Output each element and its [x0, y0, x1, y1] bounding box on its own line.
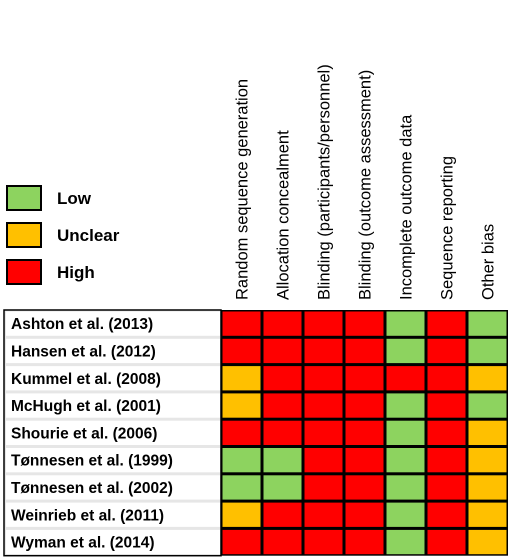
cell-high	[304, 338, 343, 364]
column-label: Blinding (participants/personnel)	[316, 64, 334, 300]
row-label-box	[6, 502, 220, 527]
row-label: Hansen et al. (2012)	[11, 343, 156, 360]
cell-unclear	[468, 448, 507, 473]
cell-high	[345, 420, 384, 445]
column-label: Sequence reporting	[439, 156, 457, 300]
cell-high	[345, 502, 384, 527]
cell-low	[386, 529, 425, 555]
cell-high	[263, 366, 302, 391]
cell-high	[304, 502, 343, 527]
legend-swatch-unclear	[6, 222, 42, 248]
cell-high	[263, 393, 302, 418]
cell-low	[386, 393, 425, 418]
cell-grid	[221, 310, 508, 556]
cell-high	[427, 366, 466, 391]
cell-high	[427, 338, 466, 364]
cell-unclear	[222, 393, 261, 418]
cell-low	[263, 475, 302, 500]
cell-high	[345, 529, 384, 555]
cell-high	[263, 529, 302, 555]
cell-high	[345, 448, 384, 473]
row-label-box	[6, 393, 220, 418]
legend-label-low: Low	[57, 189, 92, 208]
cell-high	[304, 448, 343, 473]
row-label: Wyman et al. (2014)	[11, 535, 155, 552]
cell-high	[304, 420, 343, 445]
row-label: Tønnesen et al. (1999)	[11, 453, 173, 470]
row-label: Weinrieb et al. (2011)	[11, 507, 164, 524]
cell-unclear	[222, 366, 261, 391]
cell-high	[427, 420, 466, 445]
cell-low	[386, 311, 425, 336]
cell-high	[222, 420, 261, 445]
cell-low	[263, 448, 302, 473]
column-label: Blinding (outcome assessment)	[357, 70, 375, 300]
cell-high	[304, 393, 343, 418]
row-label-box	[6, 475, 220, 500]
row-label: Kummel et al. (2008)	[11, 371, 161, 388]
cell-high	[427, 502, 466, 527]
row-label: Shourie et al. (2006)	[11, 425, 157, 442]
cell-high	[304, 366, 343, 391]
cell-high	[263, 420, 302, 445]
cell-unclear	[468, 366, 507, 391]
cell-high	[427, 448, 466, 473]
cell-low	[386, 475, 425, 500]
cell-high	[386, 366, 425, 391]
cell-low	[386, 338, 425, 364]
row-label: Tønnesen et al. (2002)	[11, 480, 173, 497]
cell-high	[345, 475, 384, 500]
cell-low	[468, 393, 507, 418]
row-label-box	[6, 529, 220, 555]
row-label: Ashton et al. (2013)	[11, 316, 153, 333]
cell-high	[222, 311, 261, 336]
cell-high	[345, 366, 384, 391]
cell-low	[468, 311, 507, 336]
row-label: McHugh et al. (2001)	[11, 398, 161, 415]
cell-high	[304, 475, 343, 500]
cell-high	[222, 529, 261, 555]
cell-high	[304, 311, 343, 336]
row-label-box	[6, 420, 220, 445]
cell-high	[427, 393, 466, 418]
legend-label-high: High	[57, 263, 95, 282]
column-label: Other bias	[480, 224, 498, 300]
column-label: Random sequence generation	[234, 79, 252, 300]
row-label-box	[6, 366, 220, 391]
cell-low	[468, 338, 507, 364]
column-labels: Random sequence generation Allocation con…	[234, 64, 498, 300]
cell-low	[222, 475, 261, 500]
cell-unclear	[468, 475, 507, 500]
cell-low	[386, 448, 425, 473]
legend-swatch-low	[6, 185, 42, 211]
cell-unclear	[222, 502, 261, 527]
cell-unclear	[468, 502, 507, 527]
cell-low	[386, 502, 425, 527]
column-label: Allocation concealment	[275, 130, 293, 300]
cell-high	[345, 311, 384, 336]
cell-unclear	[468, 529, 507, 555]
row-labels: Ashton et al. (2013) Hansen et al. (2012)…	[3, 309, 222, 557]
cell-high	[263, 502, 302, 527]
cell-high	[263, 311, 302, 336]
column-label: Incomplete outcome data	[398, 114, 416, 300]
cell-high	[222, 338, 261, 364]
cell-low	[222, 448, 261, 473]
row-label-box	[6, 448, 220, 473]
cell-high	[427, 529, 466, 555]
cell-high	[304, 529, 343, 555]
legend: Low Unclear High	[6, 185, 120, 285]
cell-high	[345, 393, 384, 418]
row-label-box	[6, 311, 220, 336]
legend-label-unclear: Unclear	[57, 226, 120, 245]
cell-high	[345, 338, 384, 364]
cell-high	[427, 311, 466, 336]
cell-high	[263, 338, 302, 364]
cell-low	[386, 420, 425, 445]
row-label-box	[6, 338, 220, 364]
cell-high	[427, 475, 466, 500]
cell-unclear	[468, 420, 507, 445]
legend-swatch-high	[6, 259, 42, 285]
